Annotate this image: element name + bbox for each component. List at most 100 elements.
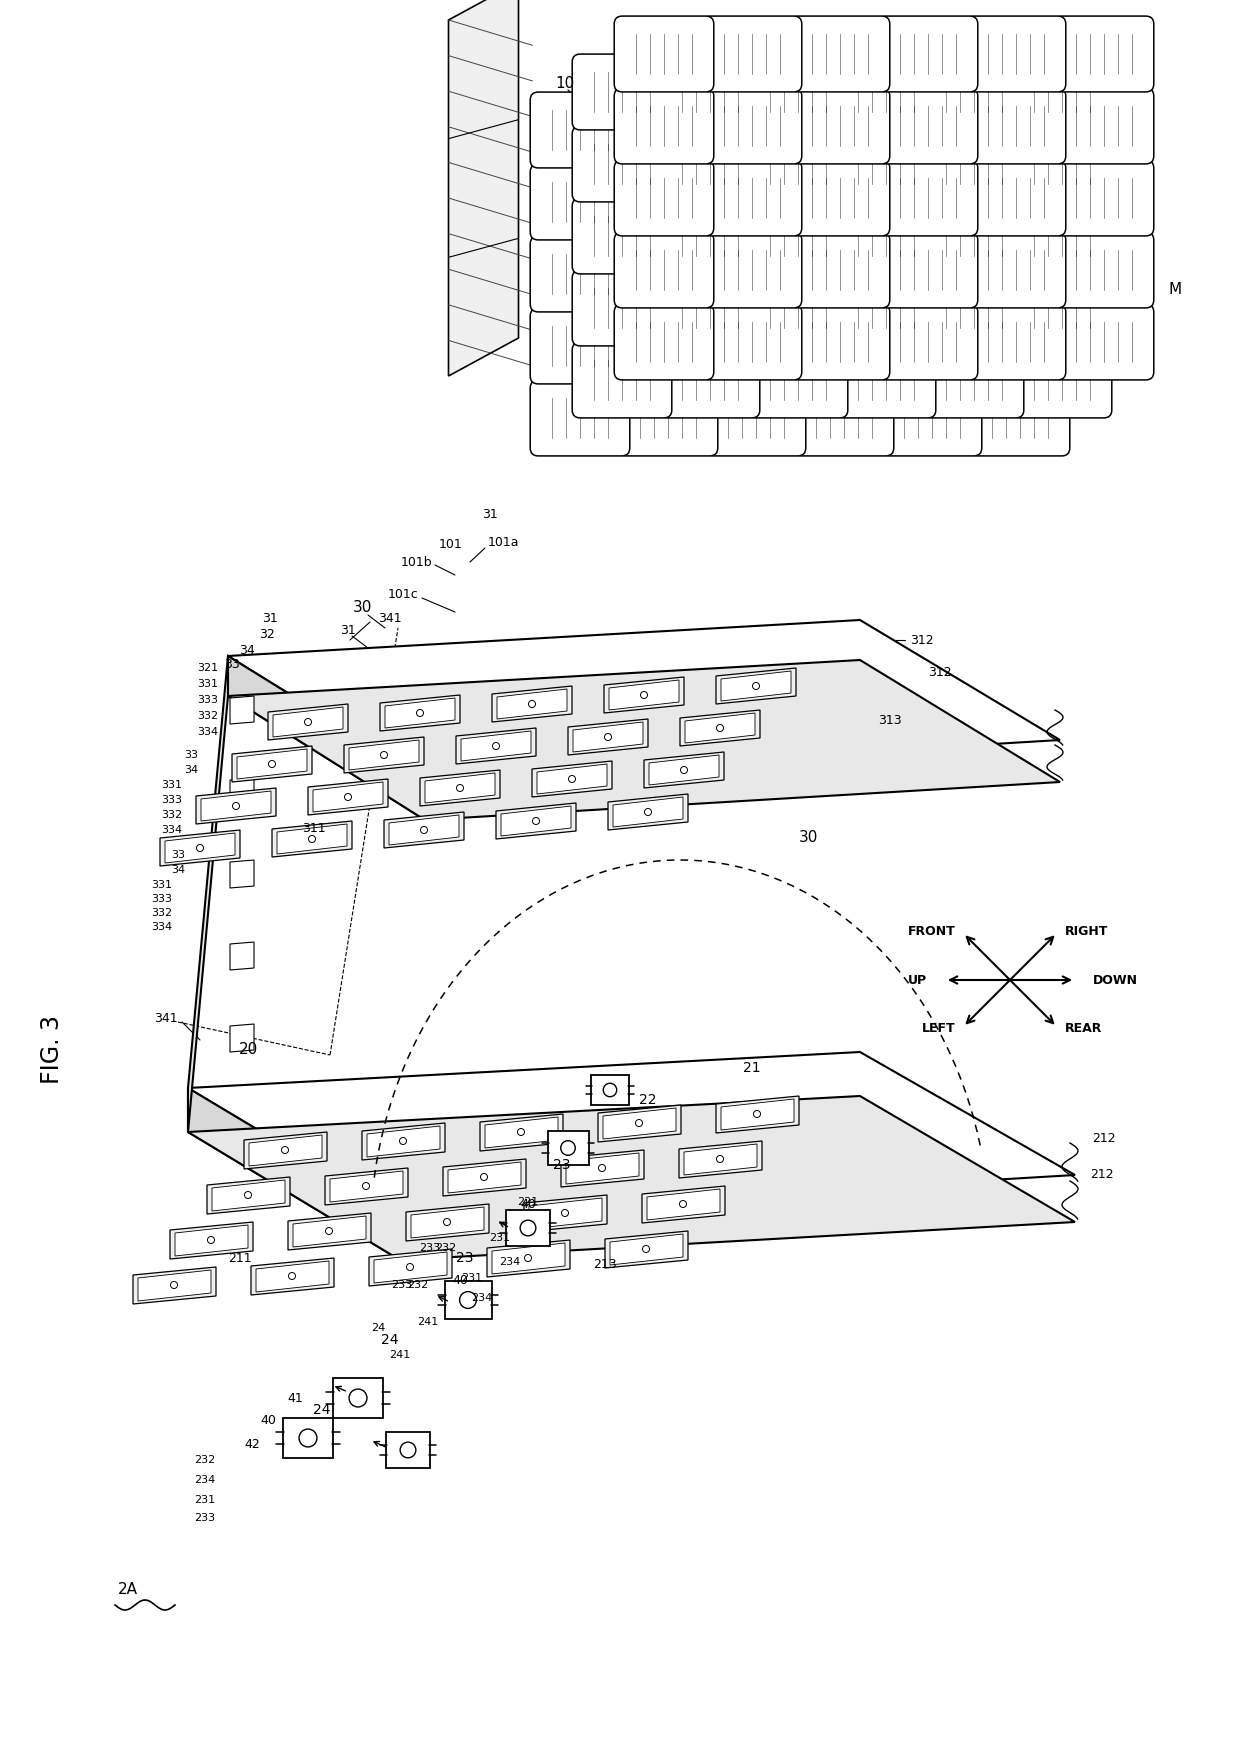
FancyBboxPatch shape [572,343,672,418]
Polygon shape [362,1122,445,1161]
Circle shape [399,1138,407,1145]
Circle shape [599,1164,605,1171]
Circle shape [605,734,611,741]
FancyBboxPatch shape [660,126,760,203]
Polygon shape [496,802,577,839]
Polygon shape [720,671,791,701]
Text: 241: 241 [389,1349,410,1360]
Polygon shape [237,748,308,780]
Circle shape [420,827,428,834]
Polygon shape [405,1204,489,1241]
Text: 34: 34 [239,643,255,657]
Text: FRONT: FRONT [908,925,955,939]
Polygon shape [212,1180,285,1211]
Polygon shape [343,738,424,773]
Circle shape [717,724,723,731]
Polygon shape [330,1171,403,1203]
Text: 22: 22 [640,1092,657,1106]
Circle shape [281,1147,289,1154]
FancyBboxPatch shape [614,161,714,236]
Circle shape [717,1155,723,1162]
Polygon shape [250,1259,334,1295]
Polygon shape [244,1133,327,1169]
Text: 31: 31 [482,509,498,521]
Polygon shape [443,1159,526,1196]
FancyBboxPatch shape [924,54,1024,129]
Text: 10: 10 [556,75,574,91]
Polygon shape [680,1141,763,1178]
Text: 2A: 2A [118,1582,138,1598]
FancyBboxPatch shape [707,236,806,311]
Text: 331: 331 [151,879,172,890]
Text: 334: 334 [197,727,218,738]
Circle shape [525,1255,532,1262]
Polygon shape [229,860,254,888]
Polygon shape [529,1197,601,1229]
Polygon shape [370,1250,453,1287]
Text: 334: 334 [161,825,182,836]
Polygon shape [308,780,388,815]
Polygon shape [325,1168,408,1204]
Text: 233: 233 [419,1243,440,1253]
Polygon shape [680,710,760,746]
Text: 31: 31 [340,624,356,636]
Circle shape [460,1292,476,1309]
FancyBboxPatch shape [1012,54,1112,129]
Circle shape [417,710,424,717]
Polygon shape [249,1134,322,1166]
Text: REAR: REAR [1065,1023,1102,1035]
FancyBboxPatch shape [836,271,936,346]
Text: 234: 234 [500,1257,521,1267]
Circle shape [560,1141,575,1155]
Polygon shape [228,661,1060,820]
Polygon shape [461,731,531,760]
Polygon shape [501,806,570,836]
Text: 234: 234 [471,1294,492,1302]
Polygon shape [532,760,613,797]
FancyBboxPatch shape [707,379,806,456]
FancyBboxPatch shape [882,308,982,385]
FancyBboxPatch shape [790,87,890,164]
Text: 212: 212 [1092,1131,1116,1145]
FancyBboxPatch shape [614,304,714,379]
FancyBboxPatch shape [878,232,978,308]
FancyBboxPatch shape [748,126,848,203]
Polygon shape [642,1185,725,1224]
Polygon shape [480,1113,563,1150]
Text: 23: 23 [553,1157,570,1171]
FancyBboxPatch shape [614,232,714,308]
FancyBboxPatch shape [572,198,672,274]
Text: DOWN: DOWN [1092,974,1138,986]
Text: 33: 33 [171,850,185,860]
Text: 233: 233 [193,1514,215,1523]
Polygon shape [492,1243,565,1274]
Text: 34: 34 [184,766,198,774]
Polygon shape [374,1252,446,1283]
Circle shape [492,743,500,750]
FancyBboxPatch shape [531,236,630,311]
FancyBboxPatch shape [591,1075,629,1105]
Polygon shape [384,813,464,848]
Polygon shape [288,1213,371,1250]
Circle shape [325,1227,332,1234]
Text: RIGHT: RIGHT [1065,925,1109,939]
Text: 312: 312 [910,633,934,647]
Polygon shape [165,834,236,864]
Polygon shape [268,704,348,739]
FancyBboxPatch shape [970,164,1070,239]
Polygon shape [715,668,796,704]
Text: 313: 313 [878,713,901,727]
FancyBboxPatch shape [748,271,848,346]
Text: 211: 211 [228,1252,252,1264]
Polygon shape [649,755,719,785]
Polygon shape [188,1052,1075,1215]
FancyBboxPatch shape [531,164,630,239]
FancyBboxPatch shape [966,232,1066,308]
Polygon shape [485,1117,558,1148]
Polygon shape [196,788,277,823]
Polygon shape [449,0,518,376]
FancyBboxPatch shape [882,236,982,311]
Circle shape [407,1264,413,1271]
Circle shape [517,1129,525,1136]
Polygon shape [456,727,536,764]
